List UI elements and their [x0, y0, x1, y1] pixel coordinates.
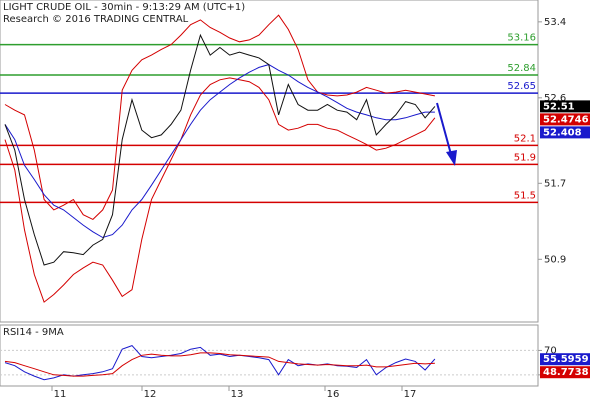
- y-tick-label: 53.4: [544, 17, 566, 28]
- chart-subtitle: Research © 2016 TRADING CENTRAL: [3, 14, 189, 25]
- x-tick-label: 17: [404, 389, 417, 400]
- series-line: [4, 352, 435, 377]
- price-tag-label: 55.5959: [543, 354, 589, 365]
- level-label: 51.5: [514, 190, 536, 201]
- price-tag: [540, 366, 590, 379]
- series-line: [4, 64, 435, 239]
- series-line: [4, 77, 436, 303]
- level-label: 52.65: [507, 81, 536, 92]
- rsi-panel: [0, 324, 539, 387]
- price-tag-label: 48.7738: [543, 367, 589, 378]
- x-tick-label: 11: [54, 389, 67, 400]
- price-tag-label: 52.4746: [543, 114, 589, 125]
- chart-title: LIGHT CRUDE OIL - 30min - 9:13:29 AM (UT…: [3, 2, 245, 13]
- level-label: 52.1: [514, 133, 536, 144]
- arrow-head: [446, 150, 457, 166]
- price-tag-label: 52.408: [543, 127, 582, 138]
- x-tick-label: 12: [144, 389, 157, 400]
- price-tag: [540, 353, 590, 366]
- series-line: [4, 14, 435, 221]
- main-panel: [0, 0, 539, 323]
- price-tag: [540, 126, 590, 139]
- x-tick-label: 16: [327, 389, 340, 400]
- level-label: 51.9: [514, 152, 536, 163]
- price-tag: [540, 113, 590, 126]
- arrow: [436, 102, 453, 159]
- y-tick-label: 50.9: [544, 254, 566, 265]
- x-tick-label: 13: [231, 389, 244, 400]
- series-line: [4, 33, 436, 266]
- level-label: 53.16: [507, 33, 536, 44]
- price-tag-label: 52.51: [543, 101, 575, 112]
- rsi-title: RSI14 - 9MA: [3, 327, 64, 338]
- price-tag: [540, 100, 590, 113]
- y-tick-label: 52.6: [544, 93, 566, 104]
- level-label: 52.84: [507, 63, 536, 74]
- marks: 53.4 52.6 51.7 50.9 53.16 52.84 52.65 52.1 51.9 5…: [0, 14, 590, 400]
- y-tick-label: 70: [544, 345, 557, 356]
- y-tick-label: 51.7: [544, 178, 566, 189]
